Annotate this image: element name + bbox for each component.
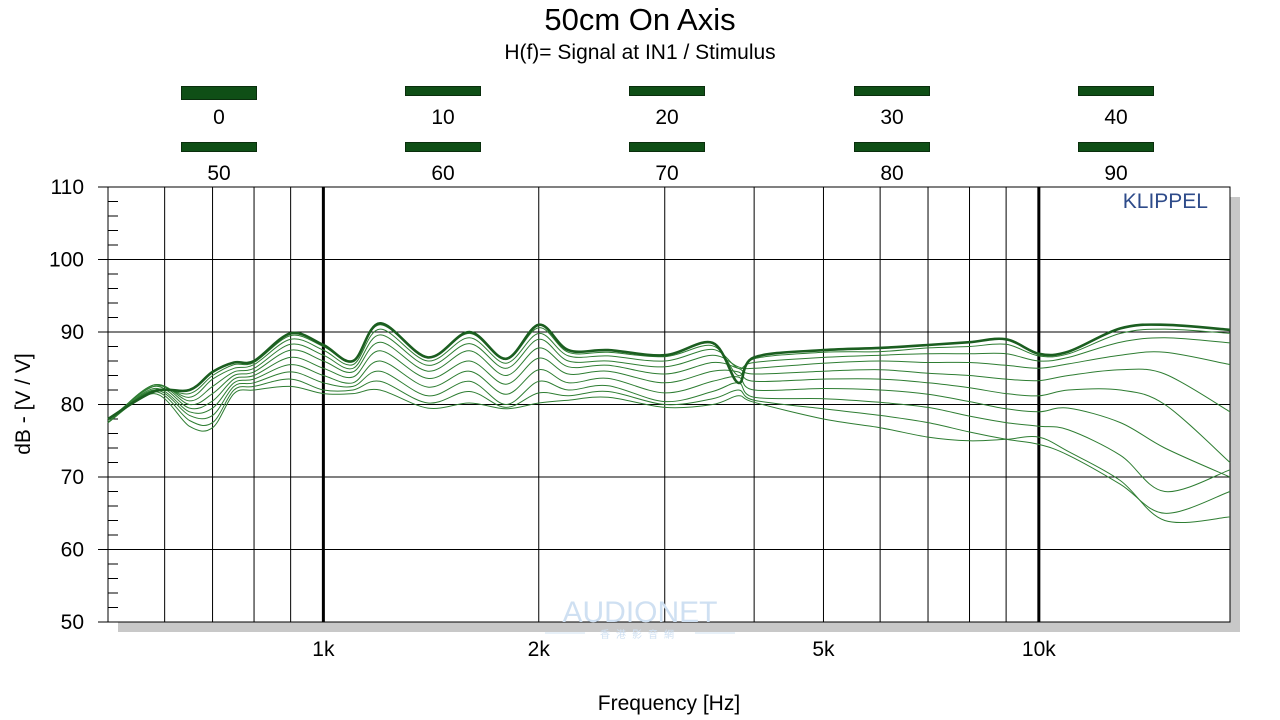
legend-swatch [1078,86,1154,96]
legend-item: 90 [1076,142,1156,186]
grid [108,187,1230,622]
series-line-50 [107,350,1231,463]
legend-swatch [405,86,481,96]
x-tick-label: 1k [312,638,335,661]
legend-label: 80 [880,162,904,185]
legend-item: 50 [179,142,259,186]
series-line-0 [107,321,1231,421]
legend-label: 90 [1104,162,1128,185]
x-axis-label: Frequency [Hz] [598,692,740,715]
y-tick-label: 80 [61,394,84,417]
x-tick-label: 10k [1022,638,1056,661]
series-group [107,321,1231,524]
watermark-subtext: 香港影音網 [600,628,680,641]
legend-item: 10 [403,86,483,130]
legend-label: 10 [431,106,455,129]
legend-swatch [1078,142,1154,152]
x-tick-label: 2k [528,638,551,661]
legend-label: 20 [655,106,679,129]
legend-swatch [405,142,481,152]
legend-swatch [854,142,930,152]
watermark: AUDIONET 香港影音網 [545,596,735,641]
chart-title: 50cm On Axis [544,2,736,37]
legend-swatch [629,142,705,152]
y-tick-label: 100 [49,249,84,272]
series-line-40 [107,341,1231,423]
series-line-70 [107,370,1231,493]
klippel-annotation: KLIPPEL [1123,190,1208,213]
legend-swatch [181,142,257,152]
y-tick-label: 110 [51,176,84,199]
legend-swatch [629,86,705,96]
legend-item: 20 [627,86,707,130]
series-line-10 [107,324,1231,420]
legend-label: 30 [880,106,904,129]
legend-swatch [181,86,257,100]
chart-subtitle: H(f)= Signal at IN1 / Stimulus [504,41,776,64]
series-line-60 [107,360,1231,478]
legend-item: 30 [852,86,932,130]
y-tick-label: 90 [61,321,84,344]
x-axis: 1k 2k 5k 10k [312,638,1056,661]
legend-item: 40 [1076,86,1156,130]
y-tick-label: 70 [61,466,84,489]
legend-item: 70 [627,142,707,186]
series-line-30 [107,334,1231,423]
legend-item: 0 [179,86,259,130]
legend-item: 60 [403,142,483,186]
legend-label: 70 [655,162,679,185]
y-tick-label: 60 [61,539,84,562]
legend-label: 50 [207,162,231,185]
series-line-80 [107,378,1231,514]
legend-label: 60 [431,162,455,185]
series-line-90 [107,385,1231,524]
y-axis-label: dB - [V / V] [12,353,35,455]
legend-swatch [854,86,930,96]
legend-label: 0 [213,106,225,129]
series-line-20 [107,328,1231,421]
legend-label: 40 [1104,106,1128,129]
y-axis: 50 60 70 80 90 100 110 [49,176,118,634]
y-tick-label: 50 [61,611,84,634]
legend-item: 80 [852,142,932,186]
x-tick-label: 5k [812,638,835,661]
watermark-text: AUDIONET [562,596,717,629]
